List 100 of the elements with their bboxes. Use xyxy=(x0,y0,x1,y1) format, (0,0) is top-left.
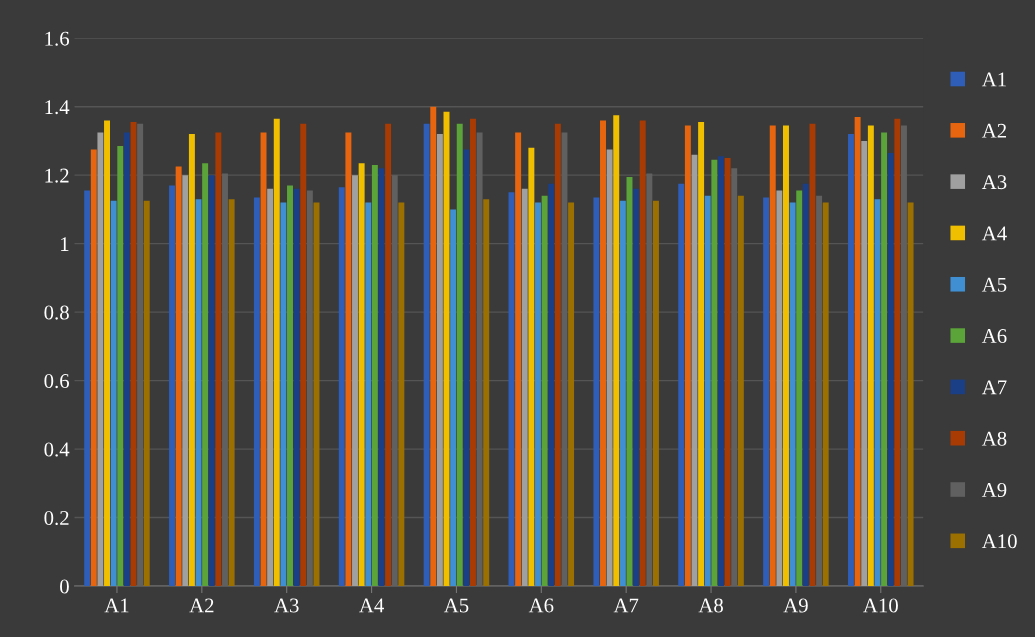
bar xyxy=(358,163,365,587)
bar xyxy=(724,158,731,587)
bar xyxy=(907,202,914,587)
y-tick-label: 0.6 xyxy=(44,373,70,389)
bar xyxy=(548,183,555,587)
bar xyxy=(123,132,130,587)
bar xyxy=(463,149,470,587)
x-tick-label: A3 xyxy=(274,598,299,613)
bar xyxy=(678,183,685,587)
bar xyxy=(300,123,307,587)
legend-label: A3 xyxy=(981,175,1007,190)
x-tick-label: A9 xyxy=(783,598,808,613)
bar xyxy=(848,134,854,587)
legend-label: A9 xyxy=(981,483,1007,497)
bar xyxy=(371,164,378,587)
bar xyxy=(737,195,744,587)
bar xyxy=(97,132,104,587)
legend-label: A10 xyxy=(981,534,1017,549)
bar xyxy=(202,163,209,587)
bar xyxy=(338,187,345,587)
x-tick-label: A6 xyxy=(528,598,554,613)
bar xyxy=(84,190,91,587)
legend-label: A4 xyxy=(981,226,1007,241)
bar xyxy=(143,200,150,587)
bar xyxy=(273,118,280,587)
bar xyxy=(287,185,293,587)
bar xyxy=(182,175,189,587)
bar xyxy=(894,118,901,587)
legend-label: A2 xyxy=(981,123,1007,138)
bar xyxy=(385,123,392,587)
y-tick-label: 1.6 xyxy=(45,31,70,46)
bar xyxy=(769,125,776,587)
x-tick-label: A1 xyxy=(104,598,129,613)
bar xyxy=(698,122,705,587)
y-tick-label: 0 xyxy=(60,579,69,594)
x-tick-label: A10 xyxy=(863,598,898,613)
bar xyxy=(280,202,287,587)
bar xyxy=(763,197,770,587)
bar xyxy=(267,188,274,587)
bar xyxy=(783,125,789,587)
bar xyxy=(593,197,600,587)
bar xyxy=(430,106,437,587)
bar xyxy=(606,149,613,587)
x-tick-label: A4 xyxy=(359,598,384,613)
bar xyxy=(554,123,561,587)
bar xyxy=(633,188,640,587)
bar xyxy=(215,132,222,587)
bar xyxy=(619,200,626,587)
y-tick-label: 1 xyxy=(61,237,69,251)
bar xyxy=(515,132,522,587)
bar xyxy=(528,147,535,587)
y-tick-label: 0.8 xyxy=(44,305,69,320)
y-tick-label: 1.4 xyxy=(45,100,70,115)
bar xyxy=(535,202,541,587)
bar xyxy=(874,199,881,587)
bar xyxy=(450,209,457,587)
bar xyxy=(470,118,476,587)
x-tick-label: A7 xyxy=(613,598,639,613)
bar xyxy=(861,140,868,587)
bar xyxy=(776,190,783,587)
bar xyxy=(521,188,528,587)
bar xyxy=(711,159,718,587)
bar xyxy=(260,132,267,587)
bar xyxy=(802,183,809,587)
bar xyxy=(822,202,829,587)
bar xyxy=(345,132,352,587)
bar xyxy=(541,195,548,587)
bar xyxy=(398,202,405,587)
bar xyxy=(684,125,691,587)
bar xyxy=(104,120,110,587)
y-tick-label: 0.2 xyxy=(44,510,69,526)
bar xyxy=(352,175,358,587)
legend-label: A8 xyxy=(981,431,1007,446)
bar xyxy=(456,123,463,587)
bar xyxy=(718,156,724,587)
bar xyxy=(652,200,659,587)
y-tick-label: 1.2 xyxy=(45,168,69,183)
bar xyxy=(423,123,430,587)
bar xyxy=(600,120,606,587)
bar xyxy=(110,200,117,587)
bar xyxy=(613,115,620,587)
bar xyxy=(253,197,260,587)
bar xyxy=(90,149,97,587)
legend-label: A7 xyxy=(981,380,1007,395)
bar xyxy=(188,134,195,587)
bar xyxy=(789,202,796,587)
bar xyxy=(796,190,803,587)
bar xyxy=(293,188,300,587)
bar xyxy=(483,199,490,587)
x-tick-label: A2 xyxy=(189,598,214,613)
bar xyxy=(228,199,235,587)
bar xyxy=(867,125,874,587)
legend-label: A1 xyxy=(981,72,1006,87)
bar xyxy=(568,202,575,587)
bar xyxy=(208,175,215,587)
bar xyxy=(175,166,182,587)
bar xyxy=(436,134,443,587)
bar xyxy=(365,202,372,587)
bar xyxy=(881,132,888,587)
bar xyxy=(887,152,894,587)
